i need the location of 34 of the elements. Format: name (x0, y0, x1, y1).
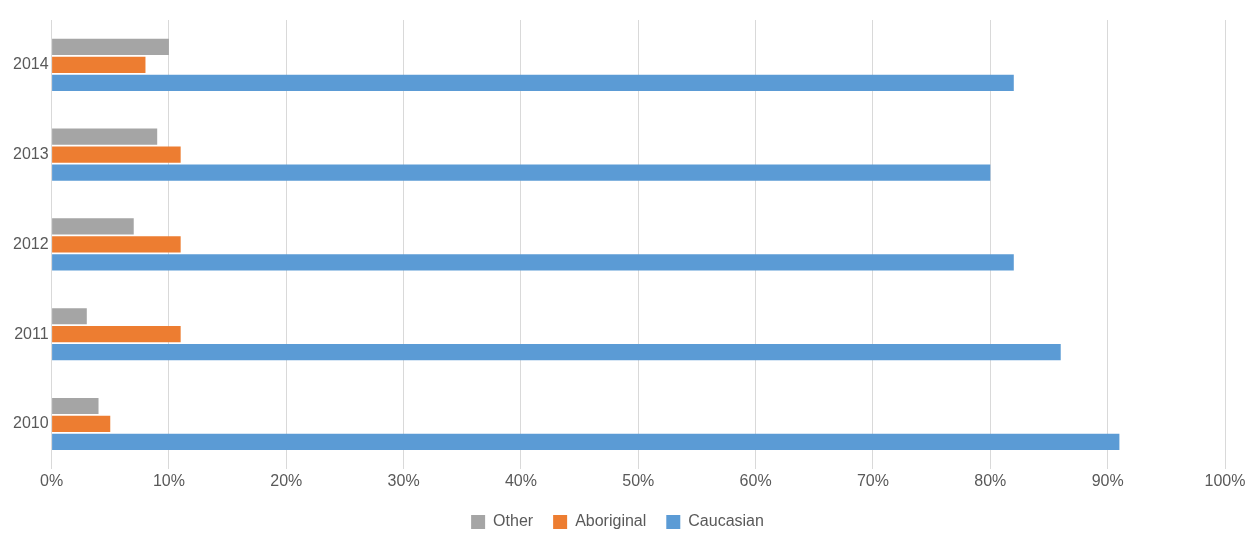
y-tick-label: 2011 (14, 324, 49, 342)
legend-label: Other (493, 512, 534, 530)
bar (52, 415, 111, 432)
x-tick-label: 0% (40, 471, 64, 489)
bar (52, 218, 134, 235)
x-tick-label: 20% (270, 471, 303, 489)
bar (52, 128, 158, 145)
bar (52, 326, 181, 343)
bar (52, 74, 1014, 91)
bar (52, 433, 1120, 450)
x-tick-label: 30% (387, 471, 420, 489)
x-tick-label: 80% (974, 471, 1007, 489)
bar (52, 164, 991, 181)
x-tick-label: 40% (504, 471, 537, 489)
x-tick-label: 60% (739, 471, 772, 489)
bar (52, 236, 181, 253)
bar (52, 38, 169, 56)
bar (52, 146, 181, 163)
legend-label: Aboriginal (575, 512, 647, 530)
x-tick-label: 10% (152, 471, 185, 489)
bar (52, 397, 99, 415)
bar (52, 308, 87, 325)
x-tick-label: 90% (1091, 471, 1124, 489)
legend-label: Caucasian (688, 512, 764, 530)
y-tick-label: 2012 (13, 234, 49, 252)
y-tick-label: 2013 (13, 145, 49, 163)
x-tick-label: 100% (1204, 471, 1246, 489)
bar (52, 344, 1061, 361)
y-tick-label: 2014 (13, 55, 49, 73)
bar (52, 56, 146, 73)
x-tick-label: 50% (622, 471, 655, 489)
x-tick-label: 70% (856, 471, 889, 489)
bar (52, 254, 1014, 271)
y-tick-label: 2010 (13, 414, 49, 432)
